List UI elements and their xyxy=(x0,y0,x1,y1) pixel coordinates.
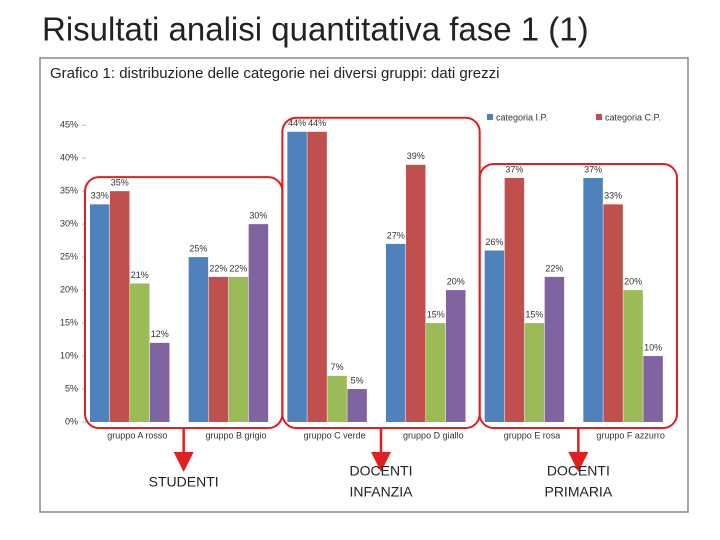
group-label: DOCENTI xyxy=(350,463,413,479)
bar xyxy=(248,224,269,422)
bar xyxy=(544,276,565,422)
value-label: 22% xyxy=(209,263,227,273)
bar xyxy=(287,131,307,422)
bar xyxy=(426,323,446,422)
bar xyxy=(90,204,110,422)
y-tick-label: 30% xyxy=(60,219,78,229)
value-label: 21% xyxy=(131,270,149,280)
value-label: 37% xyxy=(505,164,523,174)
x-tick-label: gruppo D giallo xyxy=(403,430,464,440)
x-tick-label: gruppo B grigio xyxy=(205,430,266,440)
y-tick-label: 5% xyxy=(65,383,78,393)
bar xyxy=(643,356,663,422)
bar xyxy=(484,250,505,422)
group-label: STUDENTI xyxy=(149,474,219,490)
value-label: 44% xyxy=(308,118,326,128)
value-label: 22% xyxy=(545,263,563,273)
x-tick-label: gruppo A rosso xyxy=(107,430,167,440)
bar xyxy=(524,323,545,422)
value-label: 20% xyxy=(447,276,465,286)
bar xyxy=(603,204,623,422)
chart-frame xyxy=(39,57,689,513)
bar xyxy=(446,290,466,422)
bar xyxy=(386,243,406,422)
value-label: 20% xyxy=(624,276,642,286)
y-tick-label: 15% xyxy=(60,317,78,327)
bar xyxy=(208,276,229,422)
value-label: 39% xyxy=(407,151,425,161)
group-label: DOCENTI xyxy=(547,463,610,479)
y-tick-label: 25% xyxy=(60,251,78,261)
value-label: 7% xyxy=(331,362,344,372)
legend-label: categoria C.P. xyxy=(605,112,661,122)
y-tick-label: 20% xyxy=(60,284,78,294)
x-tick-label: gruppo C verde xyxy=(304,430,366,440)
bar xyxy=(583,177,603,422)
group-label: PRIMARIA xyxy=(544,484,612,500)
value-label: 33% xyxy=(604,191,622,201)
bar xyxy=(347,389,367,422)
bar xyxy=(623,290,643,422)
bar xyxy=(228,276,249,422)
value-label: 37% xyxy=(584,164,602,174)
value-label: 26% xyxy=(485,237,503,247)
x-tick-label: gruppo E rosa xyxy=(504,430,561,440)
slide-title: Risultati analisi quantitativa fase 1 (1… xyxy=(42,11,589,48)
y-tick-label: 0% xyxy=(65,416,78,426)
bar xyxy=(150,342,170,422)
bar xyxy=(327,375,347,422)
bar xyxy=(504,177,525,422)
x-tick-label: gruppo F azzurro xyxy=(596,430,665,440)
y-tick-label: 45% xyxy=(60,120,78,130)
value-label: 12% xyxy=(151,329,169,339)
value-label: 35% xyxy=(111,178,129,188)
value-label: 22% xyxy=(229,263,247,273)
bar xyxy=(130,283,150,422)
value-label: 15% xyxy=(427,309,445,319)
bar xyxy=(307,131,327,422)
bar xyxy=(188,257,209,422)
value-label: 30% xyxy=(249,211,267,221)
value-label: 25% xyxy=(189,243,207,253)
bar xyxy=(406,164,426,422)
value-label: 44% xyxy=(288,118,306,128)
group-label: INFANZIA xyxy=(349,484,413,500)
y-tick-label: 40% xyxy=(60,153,78,163)
legend-swatch xyxy=(596,114,602,120)
value-label: 15% xyxy=(525,309,543,319)
y-tick-label: 35% xyxy=(60,186,78,196)
value-label: 5% xyxy=(351,375,364,385)
value-label: 27% xyxy=(387,230,405,240)
value-label: 33% xyxy=(91,191,109,201)
y-tick-label: 10% xyxy=(60,350,78,360)
chart-title: Grafico 1: distribuzione delle categorie… xyxy=(50,65,499,82)
value-label: 10% xyxy=(644,342,662,352)
legend-label: categoria I.P. xyxy=(496,112,548,122)
legend-swatch xyxy=(487,114,493,120)
bar xyxy=(110,191,130,422)
